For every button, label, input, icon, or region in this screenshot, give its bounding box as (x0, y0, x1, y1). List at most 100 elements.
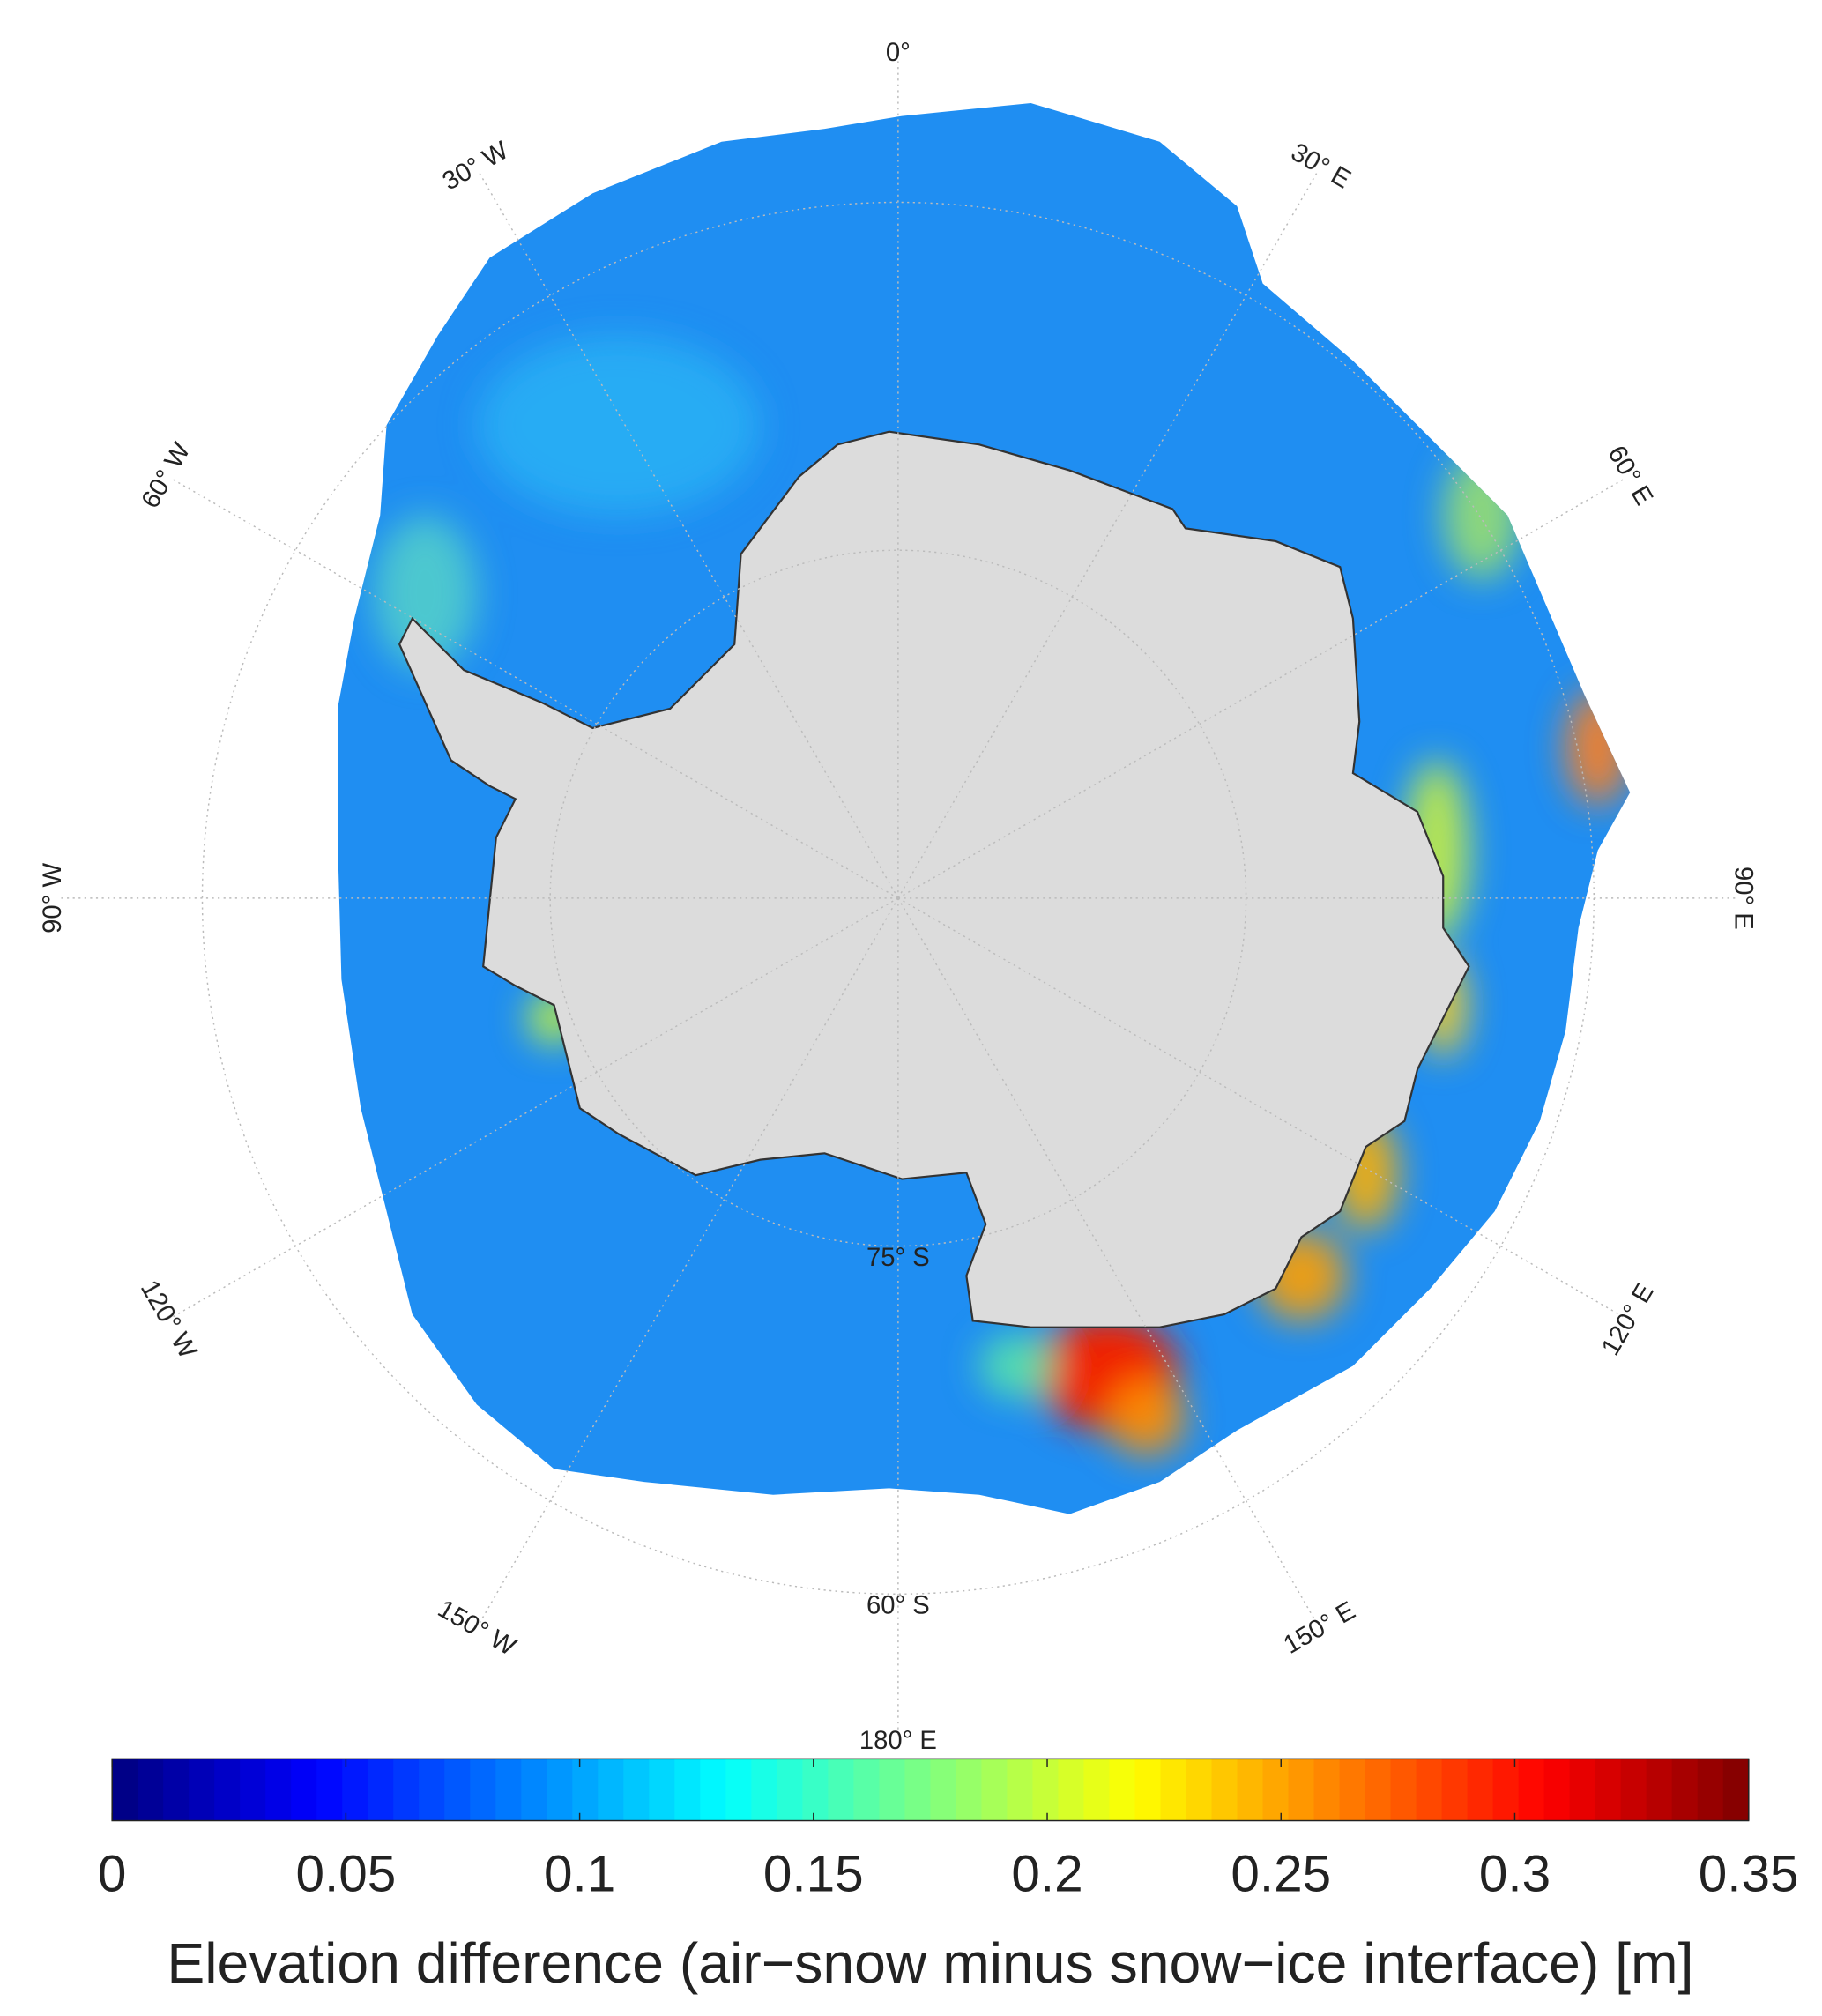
colorbar-cell (470, 1759, 497, 1821)
meridian-label: 120° W (135, 1276, 202, 1364)
colorbar-cell (598, 1759, 625, 1821)
colorbar-cell (828, 1759, 855, 1821)
colorbar-cell (1007, 1759, 1034, 1821)
colorbar-cell (623, 1759, 651, 1821)
colorbar-cell (495, 1759, 523, 1821)
meridian-label: 30° W (438, 137, 514, 197)
colorbar-cell (956, 1759, 983, 1821)
parallel-label: 75° S (866, 1244, 930, 1272)
colorbar-cell (1186, 1759, 1213, 1821)
colorbar-tick-label: 0.3 (1479, 1845, 1551, 1902)
colorbar-cell (1058, 1759, 1085, 1821)
colorbar-cell (649, 1759, 676, 1821)
colorbar-cell (1620, 1759, 1647, 1821)
colorbar-cell (1211, 1759, 1238, 1821)
colorbar-frame (111, 1758, 1750, 1822)
colorbar-cell (112, 1759, 139, 1821)
colorbar-tick-label: 0.2 (1011, 1845, 1082, 1902)
colorbar-cell (1441, 1759, 1469, 1821)
colorbar-cell (521, 1759, 548, 1821)
colorbar-cell (316, 1759, 344, 1821)
colorbar-cell (1646, 1759, 1673, 1821)
colorbar-cell (1492, 1759, 1520, 1821)
colorbar-cell (1237, 1759, 1264, 1821)
colorbar-cell (1595, 1759, 1622, 1821)
colorbar-cell (547, 1759, 574, 1821)
colorbar-cell (981, 1759, 1008, 1821)
colorbar-cell (1365, 1759, 1392, 1821)
colorbar: 0 0.05 0.1 0.15 0.2 0.25 0.3 0.35 (98, 1758, 1799, 1902)
colorbar-tick-label: 0.1 (544, 1845, 615, 1902)
colorbar-cell (240, 1759, 267, 1821)
colorbar-cell (138, 1759, 165, 1821)
meridian-label: 180° E (859, 1727, 937, 1755)
meridian-line (479, 172, 899, 899)
meridian-line (479, 897, 899, 1625)
meridian-label: 120° E (1596, 1279, 1660, 1360)
colorbar-cell (1339, 1759, 1366, 1821)
colorbar-cell (1722, 1759, 1750, 1821)
colorbar-cell (1083, 1759, 1111, 1821)
colorbar-tick-label: 0 (98, 1845, 127, 1902)
meridian-line (172, 479, 899, 899)
colorbar-cell (368, 1759, 395, 1821)
colorbar-cell (265, 1759, 293, 1821)
colorbar-cell (419, 1759, 446, 1821)
colorbar-cell (1109, 1759, 1136, 1821)
colorbar-cell (1467, 1759, 1494, 1821)
colorbar-cell (777, 1759, 804, 1821)
colorbar-cell (393, 1759, 420, 1821)
meridian-label: 60° E (1602, 441, 1658, 510)
colorbar-cell (751, 1759, 778, 1821)
colorbar-cell (444, 1759, 472, 1821)
colorbar-cell (1288, 1759, 1315, 1821)
colorbar-cell (802, 1759, 829, 1821)
colorbar-cell (342, 1759, 369, 1821)
colorbar-cell (163, 1759, 190, 1821)
meridian-label: 90° W (39, 863, 67, 934)
colorbar-cell (189, 1759, 216, 1821)
colorbar-cell (1262, 1759, 1290, 1821)
colorbar-label: Elevation difference (air−snow minus sno… (167, 1931, 1693, 1995)
colorbar-cell (291, 1759, 318, 1821)
meridian-line (897, 897, 1625, 1318)
meridian-line (897, 897, 1318, 1625)
colorbar-cell (1416, 1759, 1443, 1821)
meridian-label: 0° (886, 39, 911, 67)
colorbar-cell (1569, 1759, 1596, 1821)
colorbar-cell (1160, 1759, 1187, 1821)
colorbar-cell (904, 1759, 932, 1821)
colorbar-cell (1313, 1759, 1341, 1821)
colorbar-cell (879, 1759, 906, 1821)
meridian-label: 30° E (1286, 138, 1355, 195)
meridian-label: 150° E (1279, 1596, 1360, 1660)
colorbar-cell (214, 1759, 242, 1821)
colorbar-cell (1032, 1759, 1060, 1821)
colorbar-cell (1697, 1759, 1724, 1821)
colorbar-cell (572, 1759, 599, 1821)
colorbar-cell (725, 1759, 753, 1821)
colorbar-cell (1134, 1759, 1162, 1821)
colorbar-cell (1543, 1759, 1571, 1821)
colorbar-cell (930, 1759, 957, 1821)
colorbar-cell (1671, 1759, 1699, 1821)
colorbar-cell (853, 1759, 881, 1821)
antarctica (398, 430, 1470, 1328)
colorbar-tick-label: 0.25 (1231, 1845, 1331, 1902)
colorbar-cell (700, 1759, 727, 1821)
parallel-label: 60° S (866, 1592, 930, 1620)
colorbar-tick-label: 0.35 (1699, 1845, 1799, 1902)
meridian-label: 90° E (1729, 867, 1758, 930)
meridian-line (897, 172, 1318, 899)
colorbar-tick-label: 0.05 (295, 1845, 396, 1902)
meridian-label: 60° W (137, 438, 197, 514)
colorbar-cell (674, 1759, 702, 1821)
meridian-line (172, 897, 899, 1318)
colorbar-cell (1518, 1759, 1545, 1821)
graticule (60, 60, 1736, 1737)
colorbar-cell (1390, 1759, 1417, 1821)
meridian-line (897, 479, 1625, 899)
sea-ice-field (337, 102, 1631, 1514)
